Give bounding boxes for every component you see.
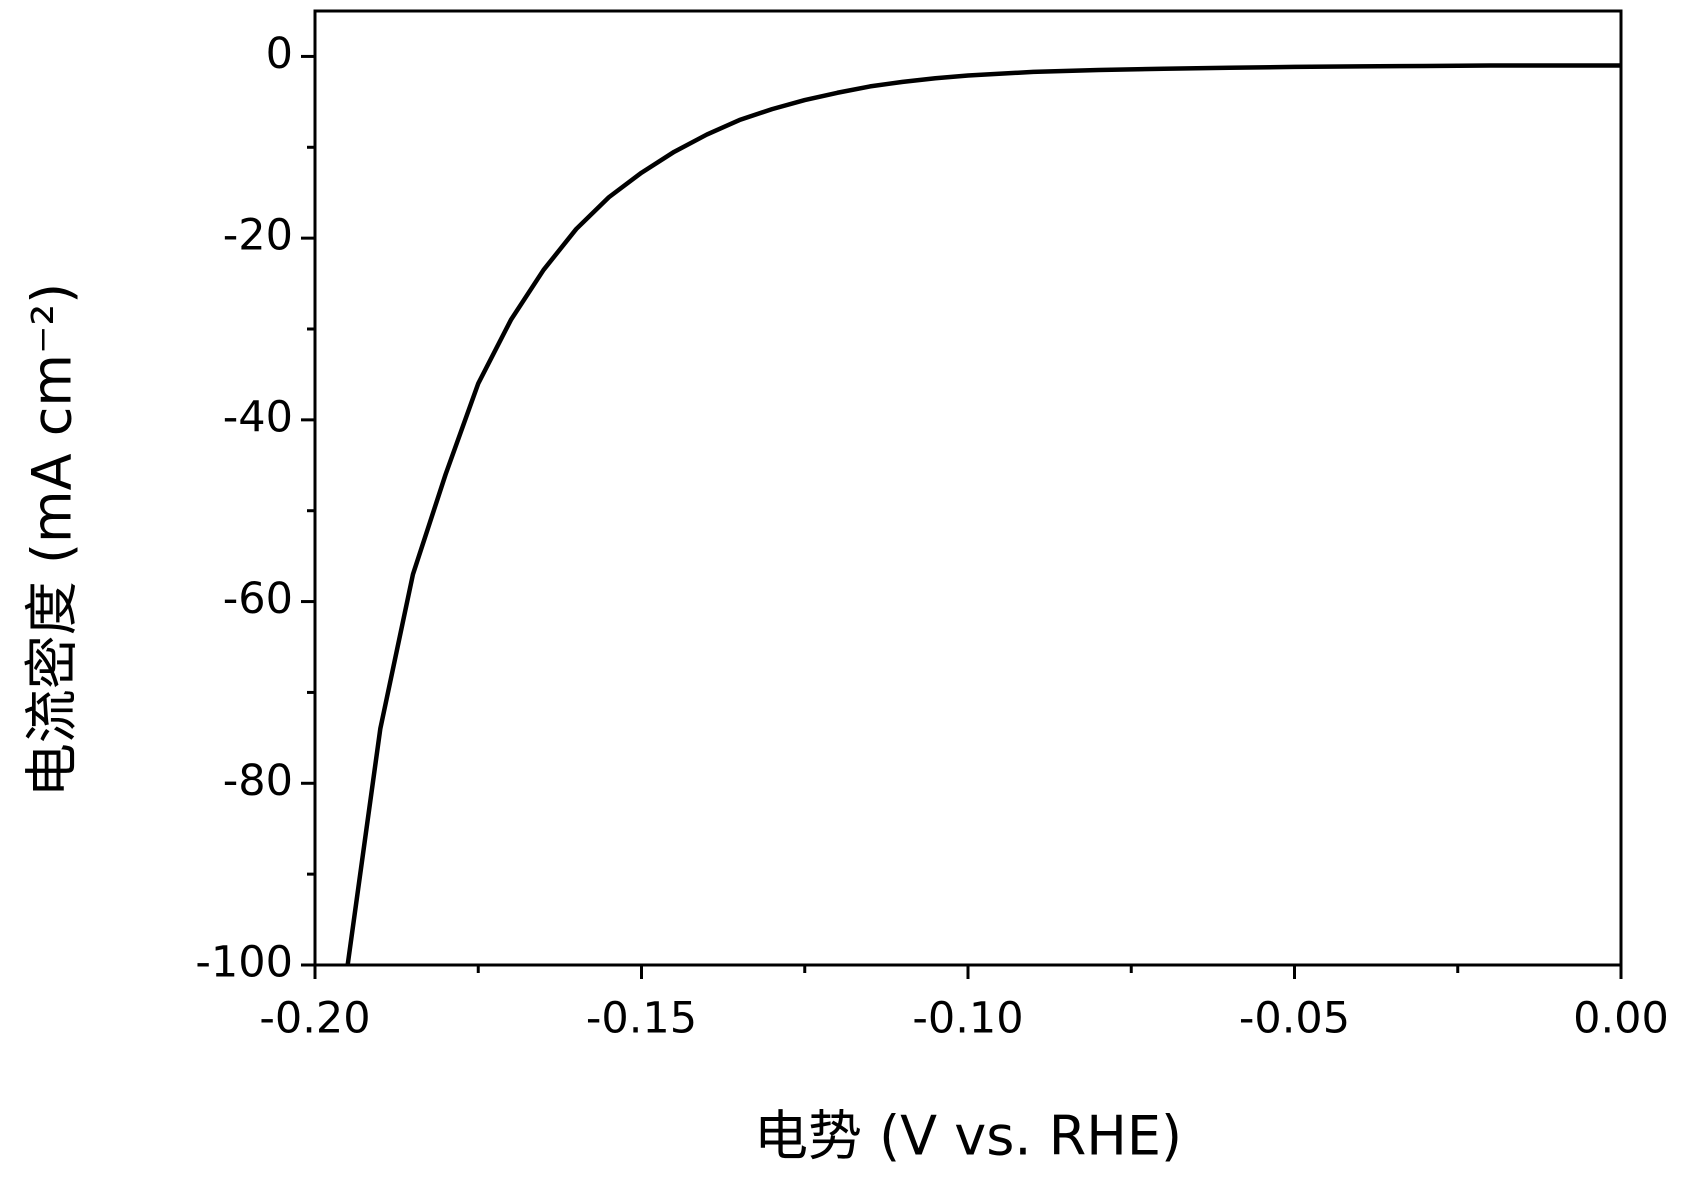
x-tick-label: 0.00 (1573, 994, 1669, 1044)
y-axis-label: 电流密度 (mA cm⁻²) (21, 283, 84, 797)
y-tick-label: 0 (266, 29, 293, 79)
x-axis-label: 电势 (V vs. RHE) (754, 1105, 1182, 1168)
x-tick-label: -0.15 (586, 994, 697, 1044)
x-tick-label: -0.05 (1239, 994, 1350, 1044)
y-tick-label: -80 (223, 756, 293, 806)
y-tick-label: -100 (195, 938, 293, 988)
data-line (345, 63, 1621, 966)
y-tick-label: -40 (223, 392, 293, 442)
y-tick-label: -60 (223, 574, 293, 624)
plot-frame (313, 9, 1623, 967)
x-tick-label: -0.10 (912, 994, 1023, 1044)
x-tick-label: -0.20 (259, 994, 370, 1044)
y-tick-label: -20 (223, 211, 293, 261)
